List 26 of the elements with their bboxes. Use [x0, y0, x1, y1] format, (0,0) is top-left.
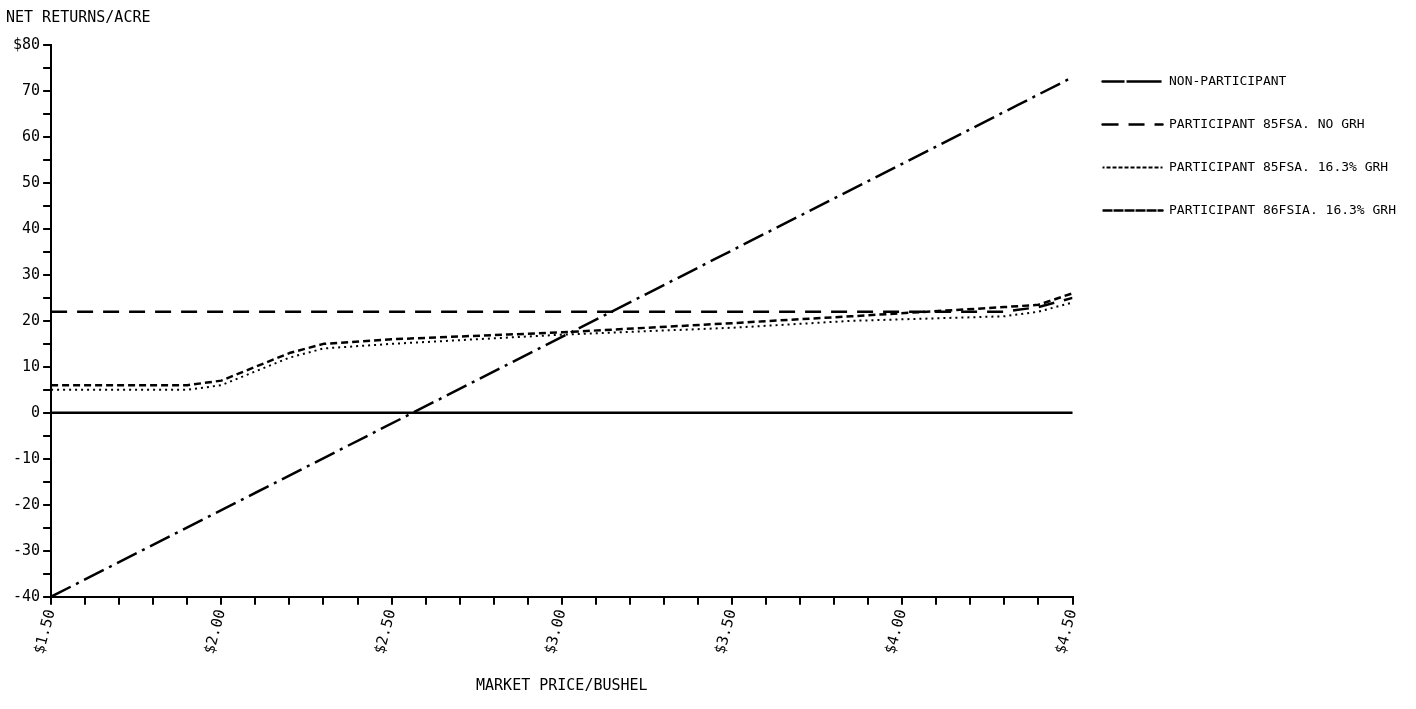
- x-tick-label: $3.50: [710, 607, 740, 656]
- legend-label: NON-PARTICIPANT: [1169, 72, 1287, 88]
- legend-label: PARTICIPANT 85FSA. 16.3% GRH: [1169, 158, 1389, 174]
- legend-label: PARTICIPANT 86FSIA. 16.3% GRH: [1169, 201, 1397, 217]
- y-tick-label: -40: [13, 586, 41, 605]
- y-tick-label: -20: [13, 494, 41, 513]
- y-tick-label: $80: [13, 34, 41, 53]
- x-tick-label: $2.50: [370, 607, 400, 656]
- y-tick-label: 10: [22, 356, 41, 375]
- y-tick-label: 0: [31, 402, 41, 421]
- y-tick-label: 30: [22, 264, 41, 283]
- y-tick-label: 20: [22, 310, 41, 329]
- x-tick-label: $4.00: [880, 607, 910, 656]
- y-tick-label: 70: [22, 80, 41, 99]
- y-tick-label: -30: [13, 540, 41, 559]
- x-tick-label: $4.50: [1051, 607, 1081, 656]
- y-axis-title: NET RETURNS/ACRE: [6, 8, 151, 26]
- x-tick-label: $1.50: [29, 607, 59, 656]
- y-tick-label: 60: [22, 126, 41, 145]
- x-axis-title: MARKET PRICE/BUSHEL: [476, 675, 648, 694]
- x-tick-label: $2.00: [199, 607, 229, 656]
- x-tick-label: $3.00: [540, 607, 570, 656]
- legend-label: PARTICIPANT 85FSA. NO GRH: [1169, 115, 1365, 131]
- y-tick-label: -10: [13, 448, 41, 467]
- y-tick-label: 50: [22, 172, 41, 191]
- y-tick-label: 40: [22, 218, 41, 237]
